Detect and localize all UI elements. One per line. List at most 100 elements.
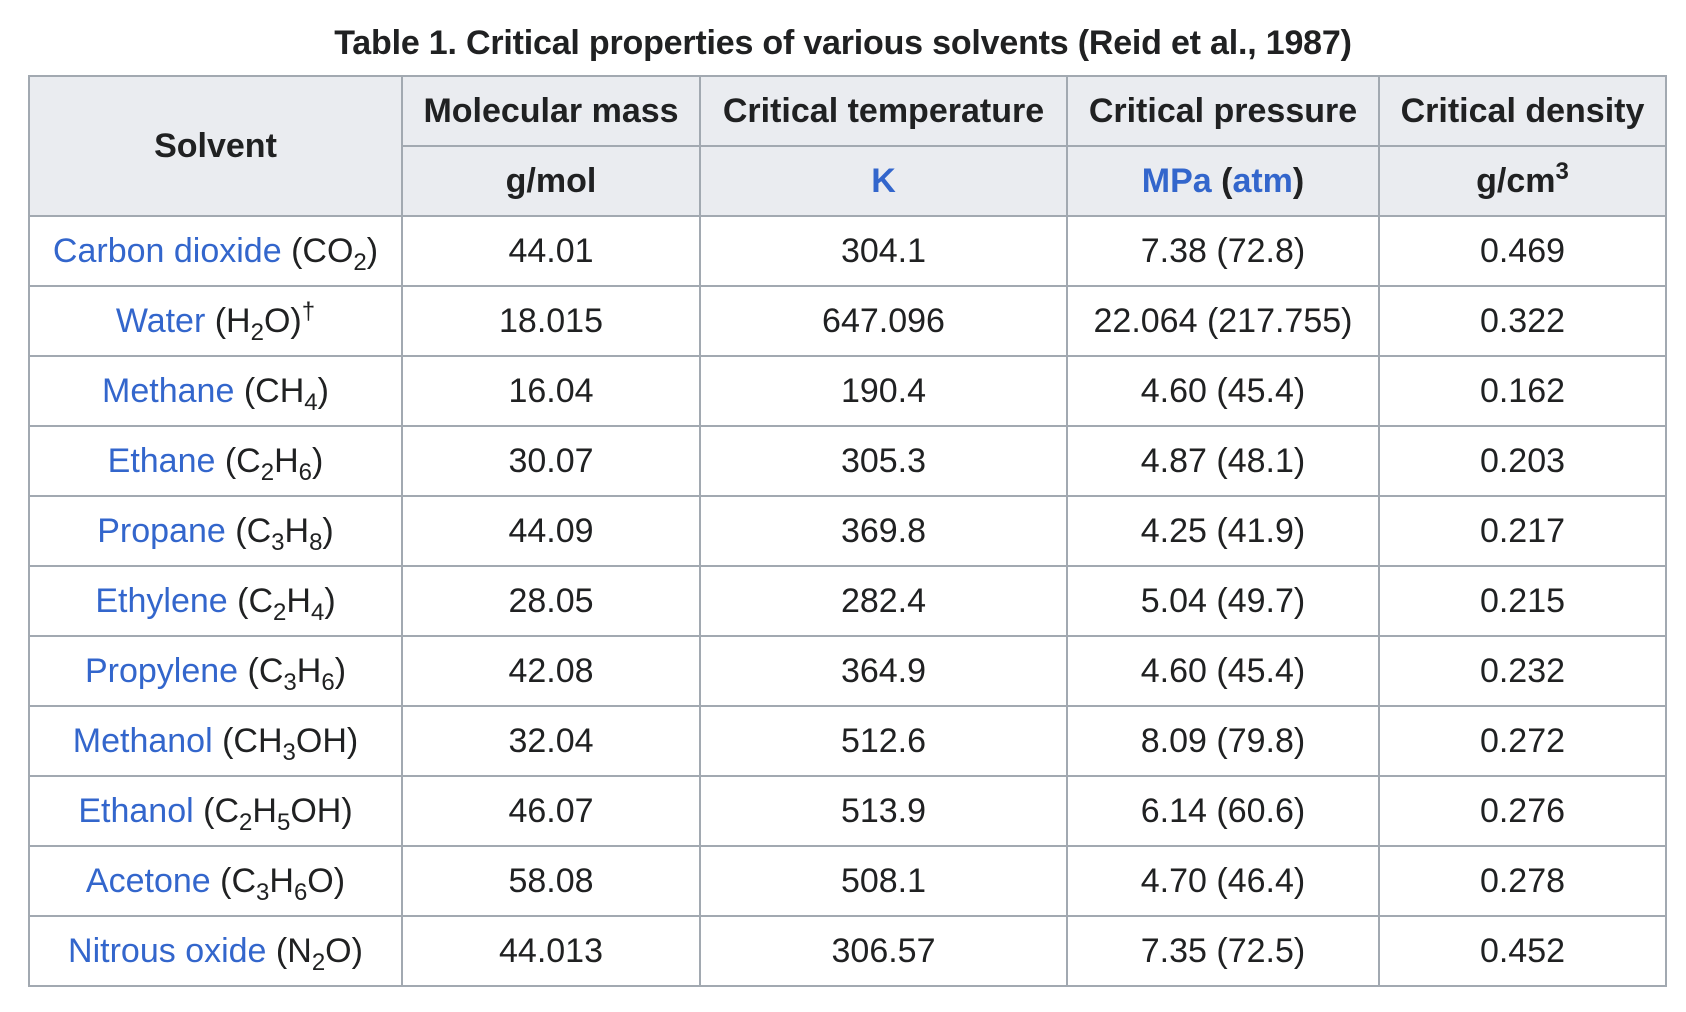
solvent-link[interactable]: Propane (97, 511, 226, 550)
critical-pressure-cell: 4.60 (45.4) (1066, 355, 1380, 427)
unit-molecular-mass: g/mol (401, 145, 701, 217)
table-row: Propylene (C3H6) 42.08 364.9 4.60 (45.4) 0.2… (28, 635, 1667, 707)
solvent-cell: Water (H2O)† (28, 285, 403, 357)
solvent-cell: Ethane (C2H6) (28, 425, 403, 497)
solvent-cell: Ethylene (C2H4) (28, 565, 403, 637)
solvent-cell: Carbon dioxide (CO2) (28, 215, 403, 287)
solvent-link[interactable]: Ethanol (78, 791, 194, 830)
solvent-link[interactable]: Nitrous oxide (68, 931, 267, 970)
solvent-link[interactable]: Ethylene (95, 581, 228, 620)
solvent-cell: Propane (C3H8) (28, 495, 403, 567)
formula-text: (C (220, 861, 257, 900)
critical-density-cell: 0.469 (1378, 215, 1667, 287)
critical-temperature-cell: 512.6 (699, 705, 1068, 777)
solvent-link[interactable]: Water (115, 301, 206, 340)
table-row: Ethane (C2H6) 30.07 305.3 4.87 (48.1) 0.203 (28, 425, 1667, 497)
solvent-cell: Nitrous oxide (N2O) (28, 915, 403, 987)
formula-subscript: 2 (239, 808, 253, 836)
formula-text: (CH (243, 371, 305, 410)
unit-critical-temperature: K (699, 145, 1068, 217)
solvent-link[interactable]: Methane (102, 371, 235, 410)
formula-text: H (284, 511, 310, 550)
solvent-link[interactable]: Methanol (72, 721, 213, 760)
critical-temperature-cell: 305.3 (699, 425, 1068, 497)
kelvin-link[interactable]: K (871, 161, 896, 200)
formula-subscript: 3 (283, 668, 297, 696)
unit-density-exponent: 3 (1555, 157, 1569, 185)
critical-density-cell: 0.278 (1378, 845, 1667, 917)
solvent-cell: Propylene (C3H6) (28, 635, 403, 707)
formula-text: O) (325, 931, 363, 970)
formula-superscript: † (301, 297, 316, 325)
formula-text: ) (334, 651, 347, 690)
header-solvent: Solvent (28, 75, 403, 217)
critical-pressure-cell: 6.14 (60.6) (1066, 775, 1380, 847)
header-critical-density: Critical density (1378, 75, 1667, 147)
header-critical-pressure: Critical pressure (1066, 75, 1380, 147)
critical-pressure-cell: 7.35 (72.5) (1066, 915, 1380, 987)
critical-density-cell: 0.215 (1378, 565, 1667, 637)
formula-text: H (296, 651, 322, 690)
critical-temperature-cell: 513.9 (699, 775, 1068, 847)
unit-critical-density: g/cm3 (1378, 145, 1667, 217)
mpa-link[interactable]: MPa (1141, 161, 1212, 200)
table-row: Ethanol (C2H5OH) 46.07 513.9 6.14 (60.6) 0.2… (28, 775, 1667, 847)
molecular-mass-cell: 42.08 (401, 635, 701, 707)
critical-temperature-cell: 190.4 (699, 355, 1068, 427)
formula-subscript: 2 (273, 598, 287, 626)
chemical-formula: (C3H6O) (220, 861, 345, 905)
molecular-mass-cell: 16.04 (401, 355, 701, 427)
formula-text: ) (317, 371, 329, 410)
solvent-link[interactable]: Propylene (84, 651, 239, 690)
formula-text: (C (247, 651, 284, 690)
table-row: Propane (C3H8) 44.09 369.8 4.25 (41.9) 0.217 (28, 495, 1667, 567)
formula-text: (C (203, 791, 240, 830)
chemical-formula: (C2H5OH) (203, 791, 353, 835)
molecular-mass-cell: 32.04 (401, 705, 701, 777)
chemical-formula: (C2H6) (225, 441, 324, 485)
formula-text: H (274, 441, 299, 480)
unit-critical-pressure: MPa (atm) (1066, 145, 1380, 217)
critical-density-cell: 0.217 (1378, 495, 1667, 567)
critical-density-cell: 0.276 (1378, 775, 1667, 847)
formula-subscript: 4 (310, 598, 325, 626)
header-row-units: g/mol K MPa (atm) g/cm3 (29, 145, 1667, 217)
critical-pressure-cell: 4.70 (46.4) (1066, 845, 1380, 917)
formula-text: (C (235, 511, 272, 550)
critical-pressure-cell: 22.064 (217.755) (1066, 285, 1380, 357)
table-row: Acetone (C3H6O) 58.08 508.1 4.70 (46.4) 0.27… (28, 845, 1667, 917)
header-molecular-mass: Molecular mass (401, 75, 701, 147)
molecular-mass-cell: 58.08 (401, 845, 701, 917)
chemical-formula: (CO2) (291, 231, 379, 275)
critical-pressure-cell: 4.60 (45.4) (1066, 635, 1380, 707)
formula-text: ) (366, 231, 379, 270)
critical-pressure-cell: 4.25 (41.9) (1066, 495, 1380, 567)
formula-text: (CO (291, 231, 354, 270)
solvent-link[interactable]: Ethane (107, 441, 216, 480)
formula-subscript: 4 (304, 388, 318, 416)
formula-subscript: 2 (250, 318, 264, 346)
chemical-formula: (C3H6) (247, 651, 347, 695)
formula-subscript: 3 (271, 528, 285, 556)
formula-text: H (252, 791, 277, 830)
solvent-cell: Ethanol (C2H5OH) (28, 775, 403, 847)
formula-subscript: 2 (260, 458, 275, 486)
atm-link[interactable]: atm (1232, 161, 1293, 200)
critical-density-cell: 0.203 (1378, 425, 1667, 497)
formula-text: H (269, 861, 294, 900)
chemical-formula: (CH4) (243, 371, 329, 415)
critical-temperature-cell: 647.096 (699, 285, 1068, 357)
molecular-mass-cell: 44.01 (401, 215, 701, 287)
formula-text: (H (214, 301, 251, 340)
formula-text: O) (263, 301, 302, 340)
chemical-formula: (C2H4) (237, 581, 336, 625)
formula-text: (C (237, 581, 274, 620)
solvent-link[interactable]: Carbon dioxide (52, 231, 282, 270)
solvent-link[interactable]: Acetone (85, 861, 211, 900)
formula-text: ) (312, 441, 324, 480)
critical-pressure-cell: 8.09 (79.8) (1066, 705, 1380, 777)
critical-temperature-cell: 306.57 (699, 915, 1068, 987)
critical-density-cell: 0.452 (1378, 915, 1667, 987)
critical-pressure-cell: 5.04 (49.7) (1066, 565, 1380, 637)
